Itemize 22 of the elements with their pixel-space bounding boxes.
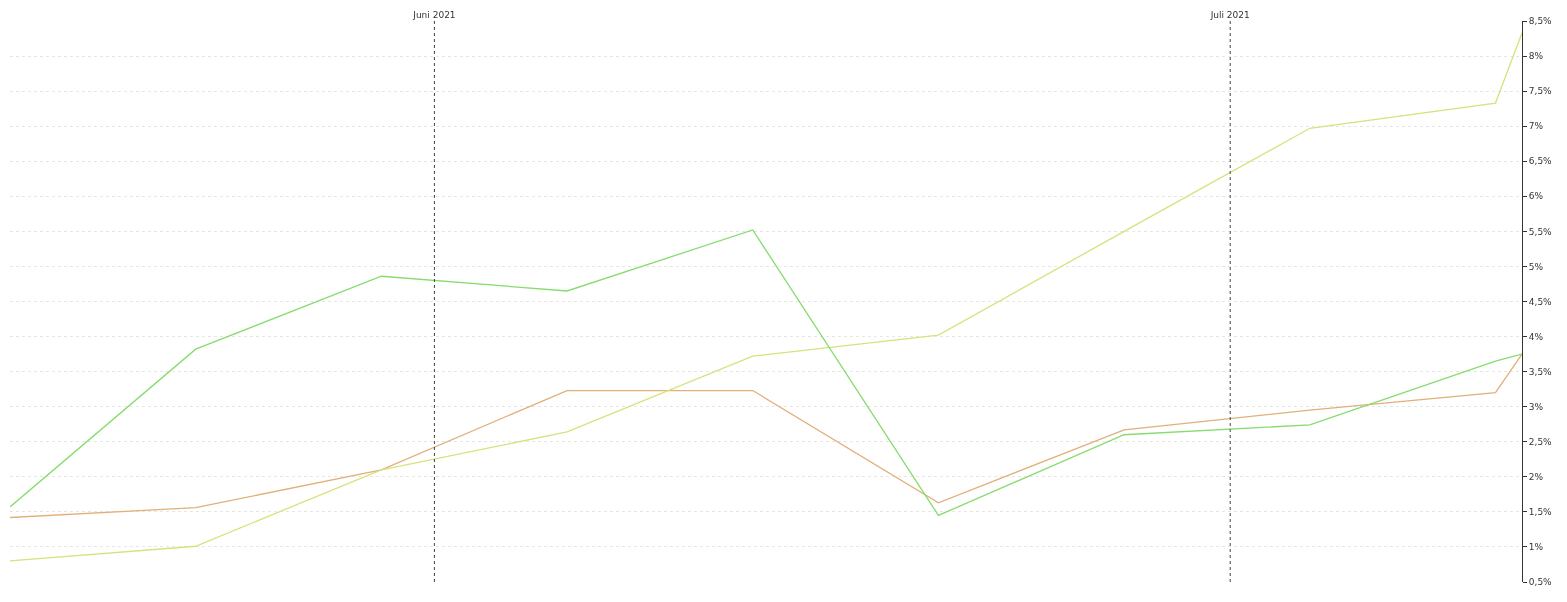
line-series (10, 229, 1522, 517)
y-tick-label: 6% (1528, 191, 1544, 202)
line-series (10, 32, 1522, 562)
y-tick-label: 7,5% (1528, 86, 1553, 97)
y-tick-label: 0,5% (1528, 577, 1553, 588)
y-tick-label: 1% (1528, 542, 1544, 553)
y-tick-label: 7% (1528, 121, 1544, 132)
y-tick-label: 2,5% (1528, 436, 1553, 447)
x-tick-label: Juli 2021 (1209, 10, 1250, 21)
y-tick-label: 5,5% (1528, 226, 1553, 237)
y-tick-label: 1,5% (1528, 507, 1553, 518)
y-tick-label: 8% (1528, 51, 1544, 62)
line-series (10, 353, 1522, 519)
y-tick-label: 4% (1528, 331, 1544, 342)
y-tick-label: 4,5% (1528, 296, 1553, 307)
y-tick-label: 8,5% (1528, 16, 1553, 27)
y-tick-label: 6,5% (1528, 156, 1553, 167)
y-tick-label: 3% (1528, 401, 1544, 412)
y-tick-label: 3,5% (1528, 366, 1553, 377)
y-tick-label: 2% (1528, 471, 1544, 482)
x-tick-label: Juni 2021 (412, 10, 456, 21)
y-tick-label: 5% (1528, 261, 1544, 272)
